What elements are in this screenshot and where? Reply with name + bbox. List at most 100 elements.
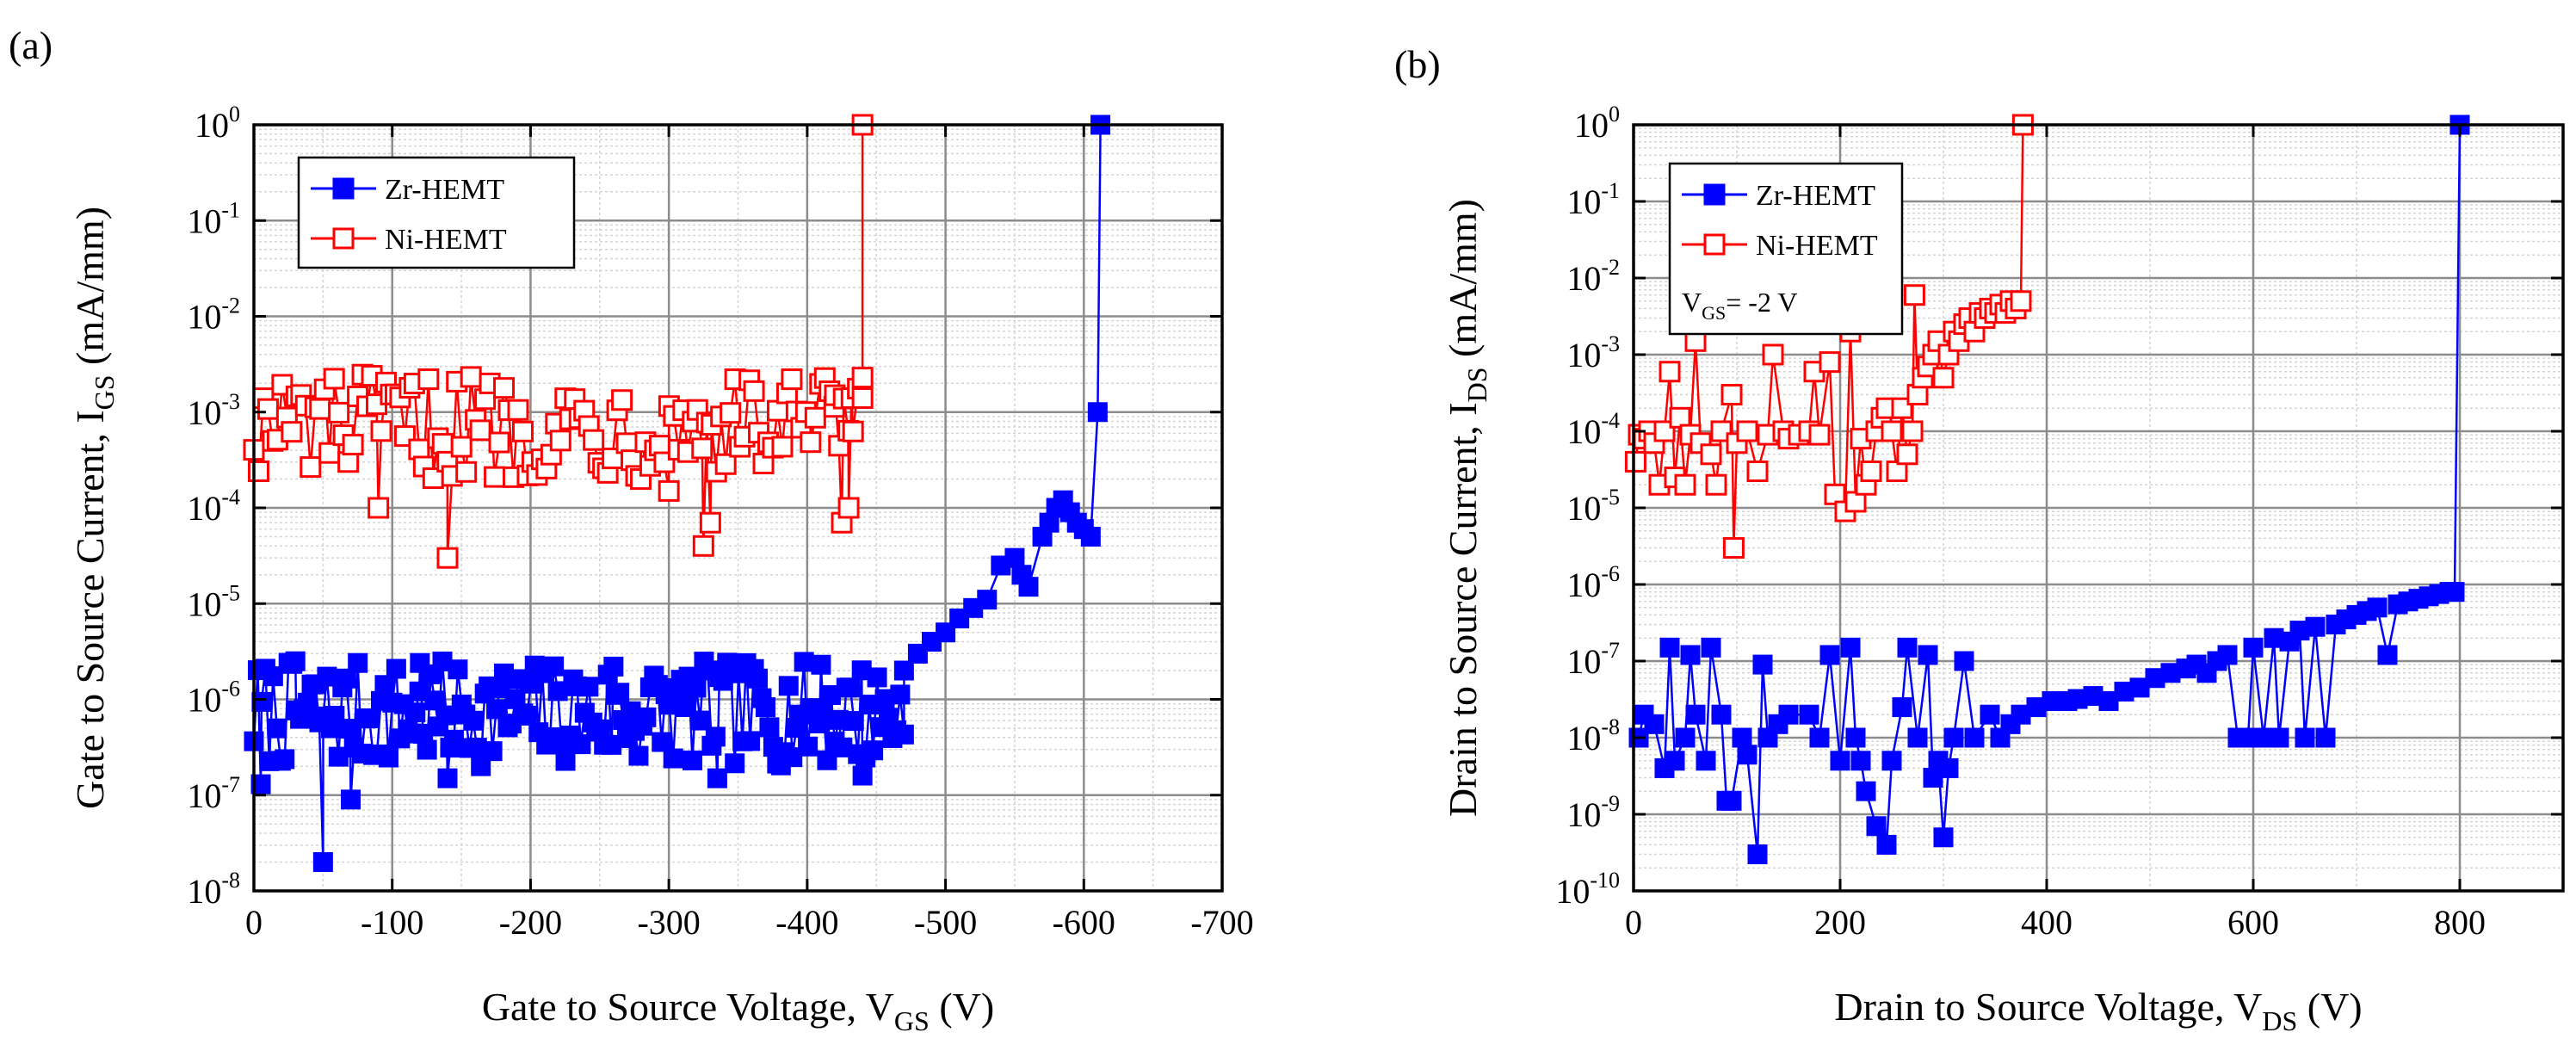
y-tick-label: 10-7 — [187, 772, 240, 815]
data-point — [1722, 537, 1745, 560]
tick-exponent: -10 — [1590, 868, 1620, 893]
data-point — [1808, 423, 1831, 446]
data-point — [714, 453, 737, 475]
data-point — [840, 677, 861, 698]
data-point — [1845, 727, 1866, 748]
y-tick-label: 10-4 — [187, 485, 240, 528]
panel-b: 0 200 400 600 80010010-110-210-310-410-510-6… — [1394, 42, 2565, 1036]
tick-exponent: -3 — [1601, 331, 1620, 356]
tick-base: 10 — [1566, 719, 1601, 757]
x-tick-label: 800 — [2434, 903, 2486, 942]
tick-base: 10 — [187, 489, 221, 528]
tick-exponent: 0 — [1609, 102, 1620, 127]
data-point — [1644, 714, 1665, 734]
y-tick-label: 10-1 — [1566, 178, 1620, 221]
data-point — [1819, 351, 1841, 374]
data-point — [652, 732, 672, 752]
data-point — [636, 707, 657, 727]
y-tick-label: 10-5 — [187, 580, 240, 623]
y-tick-label: 10-10 — [1555, 868, 1620, 911]
data-point — [1701, 637, 1721, 658]
axis-title-main: Drain to Source Current, I — [1441, 402, 1485, 817]
tick-base: 10 — [1566, 566, 1601, 604]
data-point — [743, 380, 765, 402]
data-point — [463, 710, 484, 731]
data-point — [1980, 704, 2000, 725]
data-point — [1943, 727, 1964, 748]
data-point — [837, 497, 860, 519]
legend: Zr-HEMT Ni-HEMT VGS= -2 V — [1668, 162, 1904, 336]
annotation-suffix: = -2 V — [1726, 287, 1797, 318]
data-point — [675, 697, 695, 718]
data-point — [1809, 727, 1830, 748]
axis-title-main: Gate to Source Voltage, V — [482, 985, 894, 1029]
data-point — [1696, 751, 1716, 771]
x-tick-label: -100 — [361, 903, 423, 942]
tick-exponent: -4 — [221, 485, 240, 510]
data-point — [851, 386, 874, 409]
data-point — [1680, 645, 1701, 665]
data-point — [285, 651, 306, 671]
data-point — [1860, 461, 1882, 483]
data-point — [336, 668, 356, 689]
tick-exponent: -7 — [221, 772, 240, 797]
data-point — [263, 666, 283, 687]
x-axis-title: Gate to Source Voltage, VGS (V) — [482, 985, 994, 1036]
panel-label: (b) — [1394, 42, 1441, 86]
data-point — [2315, 727, 2336, 748]
y-tick-label: 100 — [1574, 102, 1620, 145]
tick-base: 10 — [187, 393, 221, 432]
data-point — [893, 724, 914, 745]
data-point — [1659, 361, 1681, 383]
data-point — [1746, 461, 1769, 483]
data-point — [842, 420, 864, 442]
panel-label: (a) — [9, 23, 53, 67]
legend-marker — [332, 227, 355, 250]
x-tick-label: -300 — [637, 903, 700, 942]
y-tick-label: 10-8 — [1566, 714, 1620, 757]
data-point — [448, 659, 468, 680]
tick-base: 10 — [1566, 795, 1601, 834]
data-point — [2243, 637, 2264, 658]
data-point — [1675, 727, 1696, 748]
data-point — [2367, 597, 2388, 618]
data-point — [342, 434, 364, 456]
data-point — [1933, 827, 1954, 848]
data-point — [663, 748, 683, 769]
x-tick-label: 0 — [245, 903, 263, 942]
tick-exponent: -6 — [1601, 561, 1620, 586]
data-point — [1954, 651, 1974, 671]
tick-base: 10 — [187, 681, 221, 720]
legend-label: Zr-HEMT — [385, 174, 504, 206]
legend-box — [297, 156, 576, 269]
data-point — [603, 656, 624, 677]
data-point — [571, 734, 591, 755]
data-point — [583, 429, 605, 451]
tick-base: 10 — [187, 298, 221, 337]
data-point — [516, 705, 537, 726]
x-tick-label: 400 — [2021, 903, 2073, 942]
data-point — [578, 677, 599, 697]
tick-base: 10 — [1566, 336, 1601, 374]
tick-exponent: -2 — [221, 294, 240, 318]
data-point — [1762, 343, 1784, 366]
data-point — [890, 684, 911, 705]
data-point — [2010, 290, 2032, 312]
axis-title-subscript: GS — [89, 374, 120, 410]
x-axis-title: Drain to Source Voltage, VDS (V) — [1834, 985, 2362, 1036]
data-point — [720, 402, 742, 424]
data-point — [811, 654, 831, 675]
data-point — [1747, 844, 1768, 865]
data-point — [318, 442, 341, 464]
tick-exponent: -1 — [1601, 178, 1620, 203]
bias-annotation: VGS= -2 V — [1682, 287, 1797, 324]
data-point — [275, 749, 295, 770]
data-point — [324, 705, 345, 726]
data-point — [1685, 704, 1706, 725]
y-tick-label: 10-2 — [187, 294, 240, 337]
data-point — [843, 711, 864, 732]
data-point — [804, 406, 826, 429]
data-point — [417, 368, 440, 391]
annotation-main: V — [1682, 287, 1702, 318]
data-point — [707, 768, 727, 788]
